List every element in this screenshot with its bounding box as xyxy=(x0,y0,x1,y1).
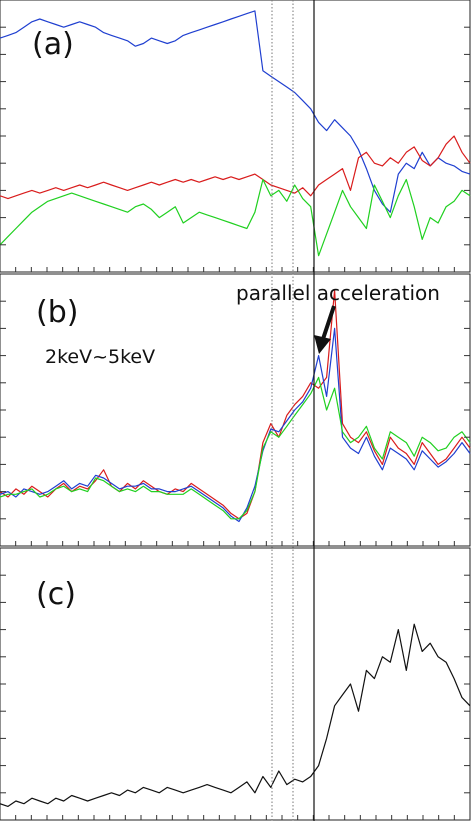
series-line-2-1 xyxy=(0,289,471,520)
panel-b: (b) 2keV~5keV parallel acceleration xyxy=(0,273,471,547)
vertical-markers xyxy=(271,0,315,821)
panel-b-label: (b) xyxy=(36,295,78,330)
panel-c: (c) xyxy=(0,547,471,821)
series-line-1-1 xyxy=(0,10,471,213)
panel-b-ticks xyxy=(0,300,470,546)
panel-a-ticks xyxy=(0,26,470,272)
series-line-3-1 xyxy=(0,623,471,807)
panel-c-label: (c) xyxy=(36,577,76,612)
panel-c-ticks xyxy=(0,574,470,820)
arrow-icon xyxy=(314,305,336,354)
series-line-1-2 xyxy=(0,135,471,200)
plot-a-series xyxy=(0,10,471,257)
series-line-2-3 xyxy=(0,376,471,520)
parallel-acceleration-label: parallel acceleration xyxy=(236,281,440,305)
plot-b-series xyxy=(0,289,471,523)
panel-a: (a) xyxy=(0,0,471,273)
panel-a-label: (a) xyxy=(32,27,74,62)
plot-c-series xyxy=(0,623,471,807)
energy-range-label: 2keV~5keV xyxy=(45,346,155,368)
series-line-1-3 xyxy=(0,178,471,257)
